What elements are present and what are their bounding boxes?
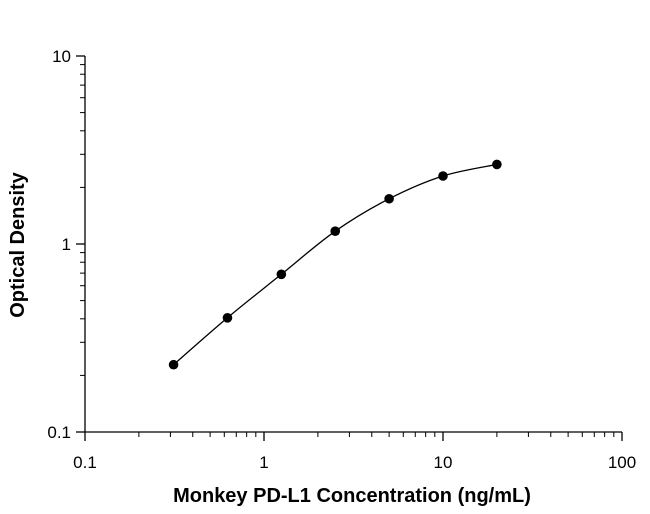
y-axis-title: Optical Density	[7, 171, 29, 317]
x-tick-label: 1	[259, 453, 268, 472]
data-point	[168, 359, 179, 370]
data-point	[384, 193, 394, 204]
y-tick-label: 0.1	[47, 423, 71, 442]
data-points	[168, 159, 502, 370]
data-point	[438, 171, 448, 181]
y-tick-label: 10	[52, 47, 71, 66]
x-axis-ticks: 0.1 1 10 100	[73, 432, 636, 472]
x-tick-label: 0.1	[73, 453, 97, 472]
fit-curve	[173, 163, 498, 366]
data-point	[330, 226, 341, 236]
data-point	[276, 269, 287, 280]
data-point	[492, 159, 502, 170]
data-point	[222, 312, 233, 323]
y-tick-label: 1	[62, 235, 71, 254]
x-tick-label: 100	[608, 453, 636, 472]
x-axis-title: Monkey PD-L1 Concentration (ng/mL)	[173, 485, 531, 507]
axes	[84, 56, 622, 433]
y-axis-ticks: 0.1 1 10	[47, 47, 85, 442]
fit-curve-layer	[173, 163, 498, 366]
x-tick-label: 10	[434, 453, 453, 472]
